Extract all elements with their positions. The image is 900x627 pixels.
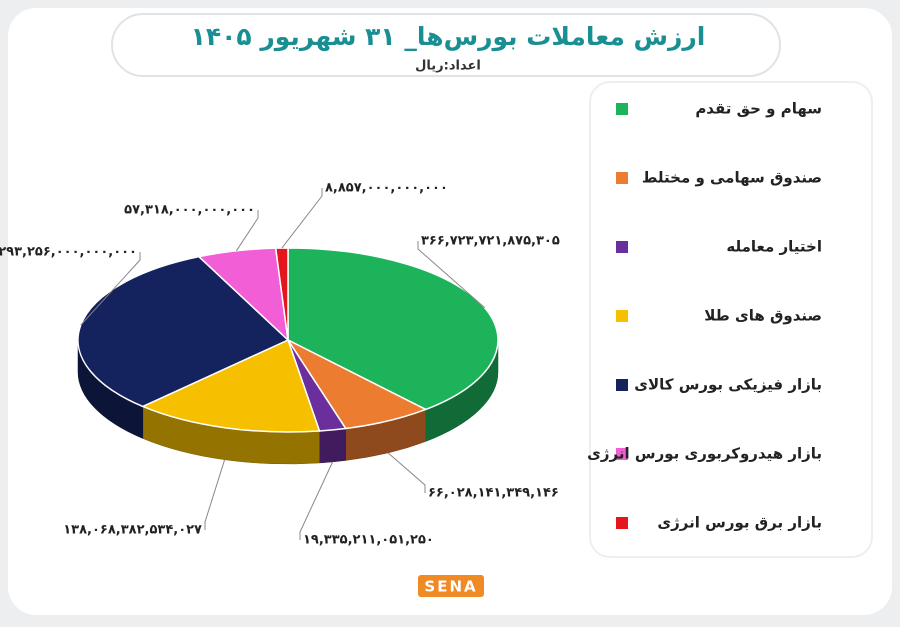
legend-panel: [589, 81, 873, 558]
legend-label: بازار هیدروکربوری بورس انرژی: [587, 445, 822, 463]
leader-line: [299, 461, 334, 540]
value-label: ۱۳۸,۰۶۸,۳۸۲,۵۳۴,۰۲۷: [63, 523, 202, 538]
legend-label: اختیار معامله: [726, 238, 822, 256]
pie: ۳۶۶,۷۲۳,۷۲۱,۸۷۵,۳۰۵ ۶۶,۰۲۸,۱۴۱,۳۴۹,۱۴۶ ۱۹,…: [0, 181, 560, 548]
logo: SENA: [424, 578, 477, 596]
legend-label: بازار برق بورس انرژی: [657, 514, 822, 532]
leader-line: [387, 452, 426, 493]
legend-swatch: [616, 379, 628, 391]
leader-line: [204, 459, 226, 530]
leader-line: [235, 210, 259, 252]
slice: [77, 255, 290, 408]
legend-label: سهام و حق تقدم: [695, 100, 822, 118]
legend-swatch: [616, 448, 628, 460]
legend-swatch: [616, 241, 628, 253]
legend-label: صندوق سهامی و مختلط: [642, 169, 822, 187]
value-label: ۱۹,۳۳۵,۲۱۱,۰۵۱,۲۵۰: [303, 533, 434, 548]
chart-subtitle: اعداد:ریال: [415, 59, 481, 74]
value-label: ۶۶,۰۲۸,۱۴۱,۳۴۹,۱۴۶: [428, 486, 559, 501]
value-label: ۲۹۳,۲۵۶,۰۰۰,۰۰۰,۰۰۰: [0, 245, 137, 260]
leader-line: [80, 252, 141, 326]
leader-line: [417, 241, 486, 309]
value-label: ۸,۸۵۷,۰۰۰,۰۰۰,۰۰۰: [325, 181, 448, 196]
legend-swatch: [616, 172, 628, 184]
title-pill: [111, 13, 781, 77]
leader-line: [281, 188, 323, 249]
value-label: ۳۶۶,۷۲۳,۷۲۱,۸۷۵,۳۰۵: [421, 234, 560, 249]
legend-swatch: [616, 517, 628, 529]
legend-label: صندوق های طلا: [704, 307, 822, 325]
value-label: ۵۷,۳۱۸,۰۰۰,۰۰۰,۰۰۰: [124, 203, 255, 218]
slice-side: [319, 428, 346, 464]
slice: [140, 338, 321, 433]
logo-box: [418, 575, 484, 597]
legend-swatch: [616, 310, 628, 322]
slice: [274, 247, 289, 341]
chart-title: ارزش معاملات بورس‌ها_ ۳۱ شهریور ۱۴۰۵: [191, 22, 706, 52]
legend-swatch: [616, 103, 628, 115]
legend-label: بازار فیزیکی بورس کالای: [634, 376, 822, 394]
